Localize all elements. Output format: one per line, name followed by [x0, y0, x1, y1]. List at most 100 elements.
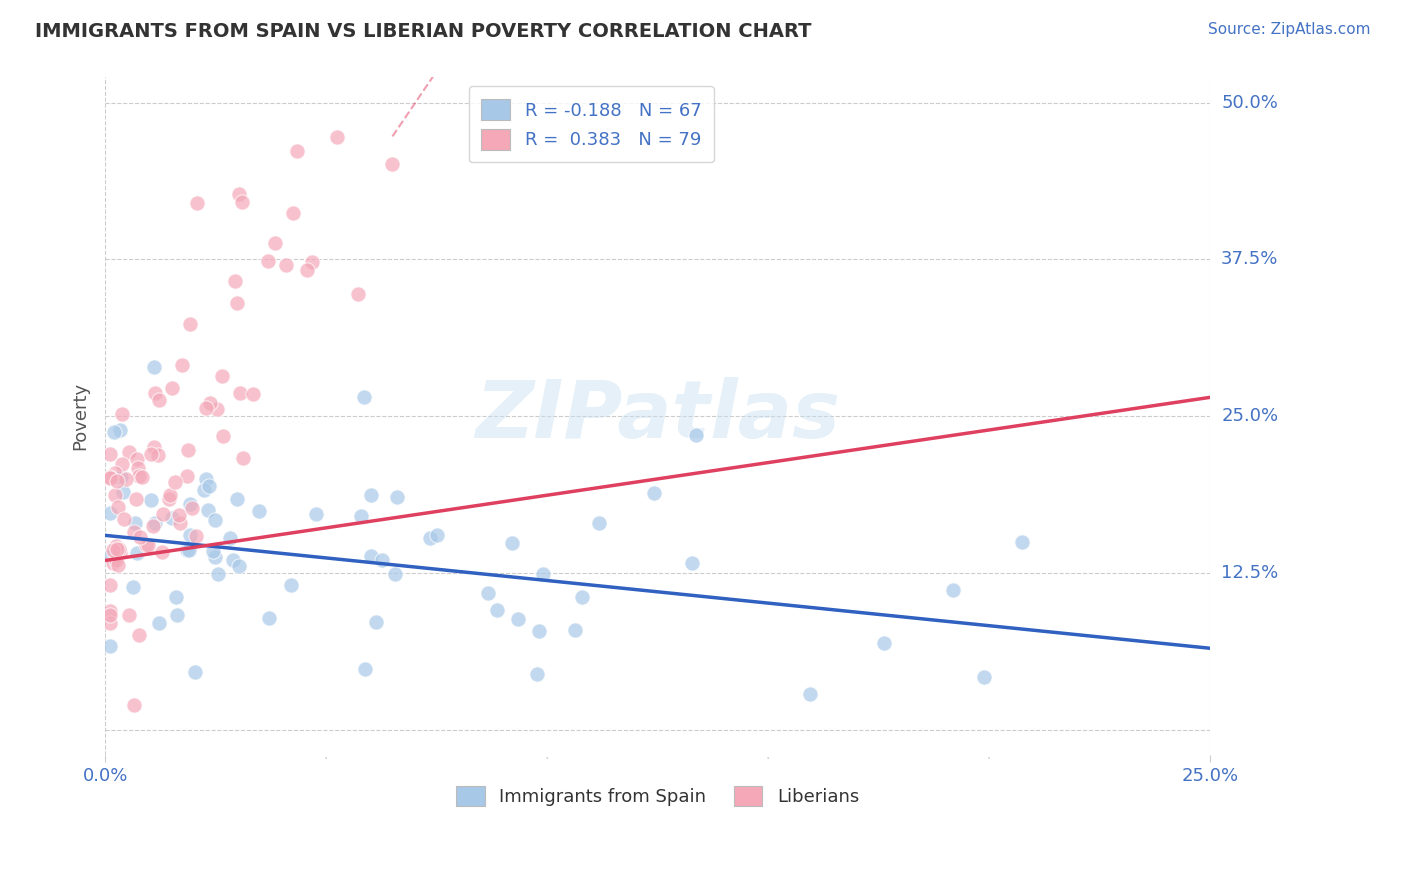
- Point: [148, 616, 170, 631]
- Point: [176, 468, 198, 483]
- Point: [104, 466, 127, 480]
- Point: [111, 457, 134, 471]
- Point: [134, 539, 156, 553]
- Point: [204, 549, 226, 564]
- Point: [186, 195, 208, 210]
- Text: 50.0%: 50.0%: [1222, 94, 1278, 112]
- Point: [942, 583, 965, 598]
- Point: [169, 516, 191, 531]
- Point: [160, 511, 183, 525]
- Text: ZIPatlas: ZIPatlas: [475, 377, 841, 455]
- Point: [211, 368, 233, 383]
- Point: [98, 639, 121, 653]
- Point: [142, 519, 165, 533]
- Point: [198, 395, 221, 409]
- Point: [242, 387, 264, 401]
- Point: [125, 546, 148, 560]
- Point: [353, 390, 375, 404]
- Point: [142, 359, 165, 374]
- Point: [381, 157, 404, 171]
- Point: [112, 511, 135, 525]
- Point: [179, 497, 201, 511]
- Point: [501, 536, 523, 550]
- Point: [184, 529, 207, 543]
- Text: Source: ZipAtlas.com: Source: ZipAtlas.com: [1208, 22, 1371, 37]
- Point: [326, 129, 349, 144]
- Point: [98, 469, 121, 483]
- Point: [98, 578, 121, 592]
- Point: [506, 612, 529, 626]
- Point: [122, 580, 145, 594]
- Point: [193, 483, 215, 498]
- Point: [226, 295, 249, 310]
- Point: [257, 254, 280, 268]
- Point: [131, 470, 153, 484]
- Point: [125, 451, 148, 466]
- Point: [1011, 535, 1033, 549]
- Point: [526, 667, 548, 681]
- Point: [152, 508, 174, 522]
- Point: [128, 530, 150, 544]
- Point: [285, 144, 308, 158]
- Point: [197, 503, 219, 517]
- Point: [419, 531, 441, 545]
- Point: [179, 543, 201, 558]
- Point: [201, 544, 224, 558]
- Point: [128, 469, 150, 483]
- Point: [370, 553, 392, 567]
- Point: [177, 443, 200, 458]
- Point: [231, 195, 253, 210]
- Point: [681, 556, 703, 570]
- Point: [283, 206, 305, 220]
- Point: [118, 608, 141, 623]
- Point: [218, 531, 240, 545]
- Point: [179, 317, 201, 331]
- Legend: Immigrants from Spain, Liberians: Immigrants from Spain, Liberians: [449, 779, 866, 814]
- Point: [98, 607, 121, 622]
- Point: [150, 545, 173, 559]
- Point: [426, 528, 449, 542]
- Text: 37.5%: 37.5%: [1222, 251, 1278, 268]
- Point: [387, 490, 409, 504]
- Point: [98, 615, 121, 630]
- Point: [222, 553, 245, 567]
- Point: [643, 486, 665, 500]
- Point: [107, 500, 129, 515]
- Point: [360, 549, 382, 563]
- Point: [527, 624, 550, 638]
- Point: [124, 524, 146, 539]
- Point: [305, 507, 328, 521]
- Point: [112, 485, 135, 500]
- Point: [571, 590, 593, 604]
- Text: 25.0%: 25.0%: [1222, 407, 1278, 425]
- Point: [167, 508, 190, 522]
- Point: [105, 541, 128, 556]
- Point: [477, 586, 499, 600]
- Point: [350, 509, 373, 524]
- Point: [159, 488, 181, 502]
- Point: [104, 488, 127, 502]
- Point: [101, 557, 124, 571]
- Point: [114, 472, 136, 486]
- Point: [301, 255, 323, 269]
- Point: [297, 263, 319, 277]
- Point: [207, 567, 229, 582]
- Point: [160, 381, 183, 395]
- Point: [101, 543, 124, 558]
- Point: [184, 665, 207, 680]
- Point: [136, 538, 159, 552]
- Point: [125, 492, 148, 507]
- Point: [148, 448, 170, 462]
- Point: [194, 472, 217, 486]
- Text: 12.5%: 12.5%: [1222, 564, 1278, 582]
- Point: [194, 401, 217, 415]
- Point: [143, 441, 166, 455]
- Text: IMMIGRANTS FROM SPAIN VS LIBERIAN POVERTY CORRELATION CHART: IMMIGRANTS FROM SPAIN VS LIBERIAN POVERT…: [35, 22, 811, 41]
- Point: [100, 604, 122, 618]
- Point: [170, 358, 193, 372]
- Point: [141, 493, 163, 508]
- Point: [110, 407, 132, 421]
- Point: [157, 491, 180, 506]
- Point: [685, 428, 707, 442]
- Point: [257, 610, 280, 624]
